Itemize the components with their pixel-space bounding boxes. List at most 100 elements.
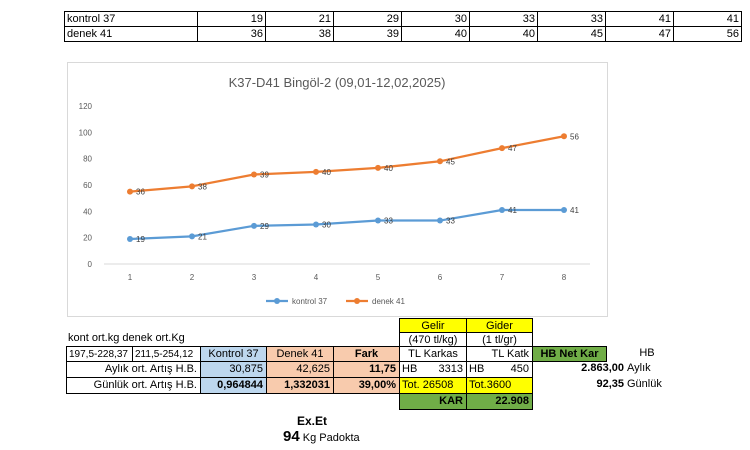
data-label: 39 <box>260 170 269 179</box>
y-tick-label: 60 <box>83 181 92 190</box>
data-point <box>561 133 567 140</box>
top-table-cell: 33 <box>537 11 606 27</box>
top-table-cell: 41 <box>605 11 674 27</box>
top-table-cell: 36 <box>197 26 266 42</box>
row2-unit: Günlük <box>627 378 662 390</box>
row1-hb1: HB <box>402 363 418 375</box>
data-label: 41 <box>508 206 517 215</box>
y-tick-label: 0 <box>88 260 93 269</box>
top-table-cell: 40 <box>401 26 470 42</box>
row2-denek: 1,332031 <box>266 377 334 394</box>
data-label: 47 <box>508 144 517 153</box>
x-tick-label: 8 <box>562 273 567 282</box>
data-point <box>437 158 443 165</box>
top-table-cell: 19 <box>197 11 266 27</box>
y-tick-label: 80 <box>83 155 92 164</box>
col-tl-karkas: TL Karkas <box>399 346 467 362</box>
y-tick-label: 120 <box>79 102 93 111</box>
data-point <box>499 207 505 214</box>
legend-swatch-marker <box>354 298 360 304</box>
series-line <box>129 208 564 241</box>
x-tick-label: 5 <box>376 273 381 282</box>
top-table-cell: 41 <box>673 11 742 27</box>
x-tick-label: 7 <box>500 273 505 282</box>
row1-hb1-val: 3313 <box>438 363 463 375</box>
data-label: 21 <box>198 232 207 241</box>
data-point <box>251 222 257 229</box>
data-label: 41 <box>570 206 579 215</box>
legend-label: denek 41 <box>372 297 405 306</box>
gider-unit: (1 tl/gr) <box>466 332 533 347</box>
top-table-cell: 39 <box>333 26 402 42</box>
data-point <box>561 207 567 214</box>
row1-kontrol: 30,875 <box>200 361 267 378</box>
top-table-cell: 29 <box>333 11 402 27</box>
data-label: 33 <box>384 217 393 226</box>
row2-net: 92,35 <box>596 378 624 390</box>
data-label: 33 <box>446 217 455 226</box>
gelir-unit: (470 tl/kg) <box>399 332 467 347</box>
row1-hb1-cell: HB 3313 <box>399 361 467 378</box>
row1-net: 2.863,00 <box>581 362 624 374</box>
x-tick-label: 4 <box>314 273 319 282</box>
col-kontrol: Kontrol 37 <box>200 346 267 362</box>
data-label: 45 <box>446 157 455 166</box>
kar-value: 22.908 <box>466 393 533 410</box>
legend-label: kontrol 37 <box>292 297 328 306</box>
data-label: 30 <box>322 221 331 230</box>
footer-line: 94 Kg Padokta <box>283 428 443 447</box>
data-point <box>189 183 195 190</box>
y-tick-label: 20 <box>83 234 92 243</box>
top-table-cell: 21 <box>265 11 334 27</box>
gider-header: Gider <box>466 318 533 333</box>
data-label: 40 <box>322 168 331 177</box>
data-point <box>313 168 319 175</box>
top-table-row: kontrol 37 19 21 29 30 33 33 41 41 <box>64 11 742 27</box>
data-point <box>375 217 381 224</box>
top-table-row-label: denek 41 <box>64 26 198 42</box>
kar-label: KAR <box>399 393 467 410</box>
top-table-cell: 40 <box>469 26 538 42</box>
data-point <box>437 217 443 224</box>
range-kontrol: 197,5-228,37 <box>66 346 133 362</box>
top-table-cell: 56 <box>673 26 742 42</box>
data-label: 36 <box>136 188 145 197</box>
top-table-cell: 30 <box>401 11 470 27</box>
data-point <box>127 235 133 242</box>
y-tick-label: 100 <box>79 128 93 137</box>
row1-hb2-cell: HB 450 <box>466 361 533 378</box>
data-label: 19 <box>136 235 145 244</box>
chart-title: K37-D41 Bingöl-2 (09,01-12,02,2025) <box>229 75 446 90</box>
top-data-table: kontrol 37 19 21 29 30 33 33 41 41 denek 41 36 38 39… <box>64 11 742 42</box>
data-label: 40 <box>384 164 393 173</box>
footer-unit: Kg Padokta <box>302 432 360 444</box>
top-table-cell: 45 <box>537 26 606 42</box>
top-table-cell: 33 <box>469 11 538 27</box>
footer-title: Ex.Et <box>297 414 328 428</box>
col-fark: Fark <box>333 346 400 362</box>
row2-tot1: Tot. 26508 <box>399 377 467 394</box>
row2-tot2: Tot.3600 <box>466 377 533 394</box>
top-table-cell: 47 <box>605 26 674 42</box>
data-point <box>127 188 133 195</box>
legend-swatch-marker <box>274 298 280 304</box>
row1-denek: 42,625 <box>266 361 334 378</box>
row2-fark: 39,00% <box>333 377 400 394</box>
col-denek: Denek 41 <box>266 346 334 362</box>
range-denek: 211,5-254,12 <box>132 346 201 362</box>
row2-kontrol: 0,964844 <box>200 377 267 394</box>
x-tick-label: 2 <box>190 273 195 282</box>
footer-value: 94 <box>283 428 300 445</box>
data-label: 56 <box>570 132 579 141</box>
col-hb-net-kar: HB Net Kar <box>532 346 607 362</box>
data-point <box>499 145 505 152</box>
y-tick-label: 40 <box>83 207 92 216</box>
row1-fark: 11,75 <box>333 361 400 378</box>
data-point <box>251 171 257 178</box>
data-point <box>313 221 319 228</box>
row1-hb2: HB <box>469 363 485 375</box>
row1-unit: Aylık <box>627 362 651 374</box>
col-tl-katk: TL Katk <box>466 346 533 362</box>
x-tick-label: 1 <box>128 273 133 282</box>
data-label: 29 <box>260 222 269 231</box>
